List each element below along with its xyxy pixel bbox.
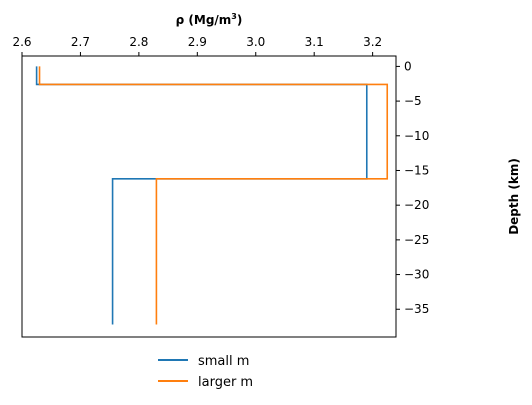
x-tick-label: 2.9 — [188, 35, 207, 49]
y-tick-label: −25 — [404, 233, 429, 247]
y-tick-label: −15 — [404, 163, 429, 177]
x-tick-label: 3.2 — [363, 35, 382, 49]
legend: small m larger m — [158, 354, 253, 390]
x-axis-ticks: 2.6 2.7 2.8 2.9 3.0 3.1 3.2 — [12, 35, 382, 56]
series-layer — [35, 66, 389, 325]
y-axis-label: Depth (km) — [507, 158, 521, 235]
x-tick-label: 2.7 — [71, 35, 90, 49]
legend-label: larger m — [198, 375, 253, 390]
plot-frame — [21, 55, 397, 338]
y-axis-ticks: 0 −5 −10 −15 −20 −25 −30 −35 — [396, 59, 429, 316]
y-tick-label: −10 — [404, 129, 429, 143]
y-tick-label: 0 — [404, 59, 412, 73]
series-line-1 — [35, 66, 368, 325]
legend-label: small m — [198, 354, 249, 369]
x-tick-label: 3.0 — [246, 35, 265, 49]
x-tick-label: 3.1 — [305, 35, 324, 49]
y-tick-label: −5 — [404, 94, 422, 108]
y-tick-label: −30 — [404, 268, 429, 282]
y-tick-label: −20 — [404, 198, 429, 212]
x-tick-label: 2.6 — [12, 35, 31, 49]
x-axis-label: ρ (Mg/m3) — [176, 12, 243, 27]
y-tick-label: −35 — [404, 302, 429, 316]
series-line-2 — [38, 66, 389, 325]
x-tick-label: 2.8 — [129, 35, 148, 49]
